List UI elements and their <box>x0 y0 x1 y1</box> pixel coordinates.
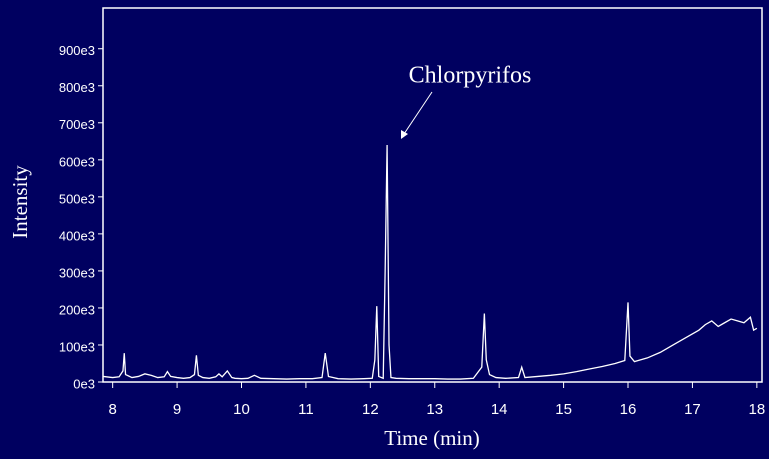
x-tick-label: 15 <box>555 401 572 418</box>
y-tick-label: 300e3 <box>59 265 95 280</box>
arrow-head <box>401 130 408 139</box>
y-tick-label: 900e3 <box>59 43 95 58</box>
y-tick-label: 100e3 <box>59 339 95 354</box>
y-tick-label: 600e3 <box>59 154 95 169</box>
y-tick-label: 400e3 <box>59 228 95 243</box>
x-tick-label: 13 <box>426 401 443 418</box>
annotation: Chlorpyrifos <box>409 63 532 89</box>
x-tick-label: 14 <box>491 401 508 418</box>
x-tick-label: 11 <box>298 401 314 418</box>
y-axis-label: Intensity <box>8 165 32 239</box>
x-axis-label: Time (min) <box>384 426 479 450</box>
x-tick-label: 16 <box>620 401 637 418</box>
x-tick-label: 8 <box>108 401 116 418</box>
y-tick-label: 500e3 <box>59 191 95 206</box>
x-tick-label: 10 <box>233 401 250 418</box>
y-tick-label: 200e3 <box>59 302 95 317</box>
y-tick-label: 700e3 <box>59 117 95 132</box>
plot-frame <box>102 7 763 383</box>
annotation-arrow <box>403 91 433 135</box>
x-tick-label: 12 <box>362 401 379 418</box>
trace <box>102 144 758 380</box>
x-tick-label: 9 <box>173 401 181 418</box>
y-tick-label: 800e3 <box>59 80 95 95</box>
x-tick-label: 17 <box>684 401 701 418</box>
x-tick-label: 18 <box>749 401 766 418</box>
y-tick-label: 0e3 <box>73 376 95 391</box>
